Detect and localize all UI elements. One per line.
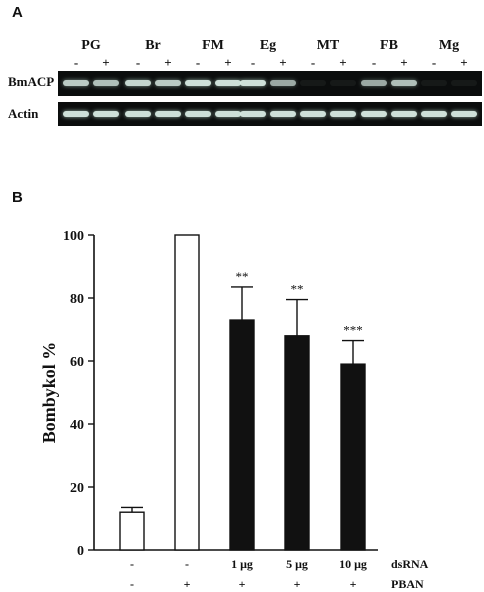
condition-value: + xyxy=(239,577,246,591)
tissue-label-mg: Mg xyxy=(438,38,460,53)
gel-row-label-bmacp: BmACP xyxy=(8,74,55,89)
bar xyxy=(340,363,366,551)
lane-sign: - xyxy=(250,55,256,70)
lane-sign: + xyxy=(224,55,232,70)
condition-label-pban: PBAN xyxy=(391,577,424,591)
y-tick-label: 40 xyxy=(70,418,84,433)
condition-value: + xyxy=(184,577,191,591)
lane-sign: - xyxy=(371,55,377,70)
lane-sign: + xyxy=(460,55,468,70)
condition-value: + xyxy=(350,577,357,591)
gel-band xyxy=(240,111,266,117)
gel-band xyxy=(240,80,266,86)
gel-band xyxy=(185,80,211,86)
gel-band xyxy=(215,80,241,86)
bar xyxy=(174,234,200,551)
gel-band xyxy=(391,111,417,117)
gel-bmacp xyxy=(58,71,482,96)
y-tick-label: 80 xyxy=(70,292,84,307)
gel-band xyxy=(330,80,356,86)
gel-band xyxy=(451,111,477,117)
condition-value: 10 μg xyxy=(339,557,367,571)
lane-sign: + xyxy=(279,55,287,70)
bar xyxy=(119,511,145,551)
panel-a-letter: A xyxy=(12,4,23,21)
condition-value: + xyxy=(294,577,301,591)
gel-actin xyxy=(58,102,482,126)
gel-band xyxy=(93,111,119,117)
gel-band xyxy=(421,80,447,86)
bar xyxy=(229,319,255,551)
tissue-label-mt: MT xyxy=(316,38,340,53)
tissue-label-fb: FB xyxy=(380,38,398,53)
gel-band xyxy=(185,111,211,117)
lane-sign: - xyxy=(135,55,141,70)
gel-band xyxy=(215,111,241,117)
panel-b-letter: B xyxy=(12,189,23,206)
bar xyxy=(284,335,310,551)
gel-band xyxy=(63,80,89,86)
y-tick-label: 0 xyxy=(77,544,84,559)
gel-band xyxy=(300,80,326,86)
gel-band xyxy=(125,80,151,86)
gel-band xyxy=(125,111,151,117)
gel-band xyxy=(361,111,387,117)
y-tick-label: 20 xyxy=(70,481,84,496)
significance-marker: ** xyxy=(236,269,249,284)
lane-sign: + xyxy=(164,55,172,70)
lane-sign: - xyxy=(73,55,79,70)
condition-value: - xyxy=(130,577,134,591)
significance-marker: *** xyxy=(343,323,363,338)
gel-band xyxy=(155,111,181,117)
gel-band xyxy=(421,111,447,117)
gel-band xyxy=(361,80,387,86)
condition-value: - xyxy=(185,557,189,571)
condition-value: 5 μg xyxy=(286,557,308,571)
gel-band xyxy=(63,111,89,117)
gel-band xyxy=(451,80,477,86)
condition-label-dsrna: dsRNA xyxy=(391,557,429,571)
gel-band xyxy=(270,80,296,86)
y-tick-label: 100 xyxy=(63,229,84,244)
gel-band xyxy=(330,111,356,117)
gel-row-label-actin: Actin xyxy=(8,106,39,121)
lane-sign: - xyxy=(431,55,437,70)
tissue-label-br: Br xyxy=(145,38,161,53)
significance-marker: ** xyxy=(291,282,304,297)
tissue-label-eg: Eg xyxy=(259,38,277,53)
lane-sign: - xyxy=(195,55,201,70)
y-axis-label: Bombykol % xyxy=(39,342,59,444)
lane-sign: + xyxy=(339,55,347,70)
gel-band xyxy=(391,80,417,86)
gel-band xyxy=(155,80,181,86)
y-tick-label: 60 xyxy=(70,355,84,370)
gel-band xyxy=(270,111,296,117)
gel-band xyxy=(93,80,119,86)
lane-sign: + xyxy=(400,55,408,70)
lane-sign: - xyxy=(310,55,316,70)
condition-value: 1 μg xyxy=(231,557,253,571)
tissue-label-fm: FM xyxy=(202,38,224,53)
gel-band xyxy=(300,111,326,117)
lane-sign: + xyxy=(102,55,110,70)
tissue-label-pg: PG xyxy=(81,38,101,53)
condition-value: - xyxy=(130,557,134,571)
